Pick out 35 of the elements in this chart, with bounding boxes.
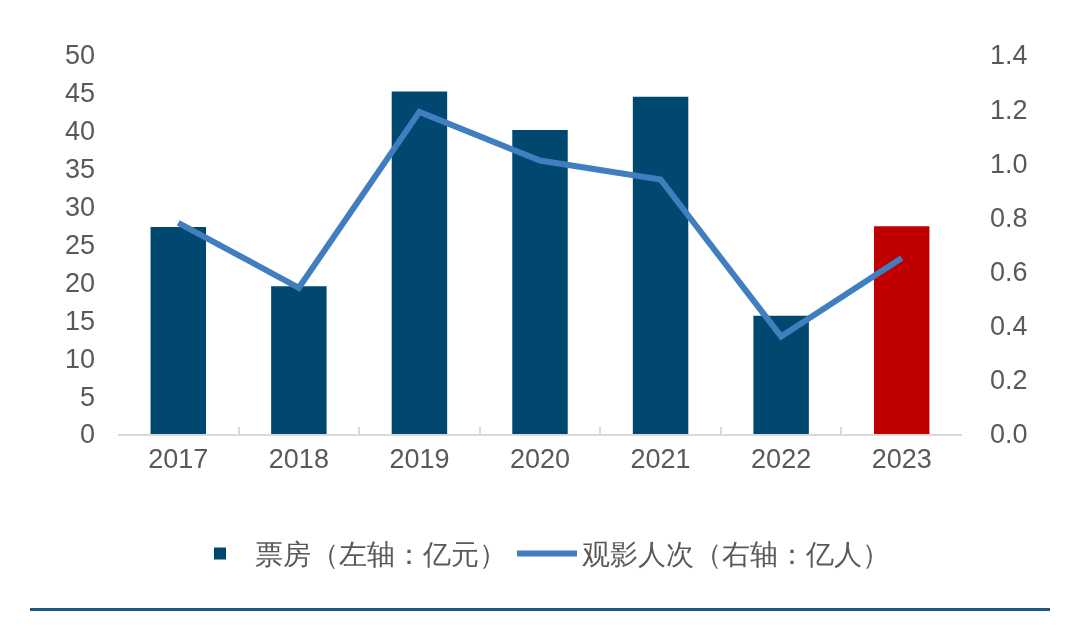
x-tick-label: 2022 <box>751 444 812 475</box>
y-tick-label: 5 <box>79 381 95 412</box>
legend-label: 票房（左轴：亿元） <box>255 539 507 571</box>
y-tick-label: 35 <box>64 154 95 185</box>
y2-tick-label: 1.2 <box>990 94 1028 125</box>
y-tick-label: 45 <box>64 78 95 109</box>
legend-label: 观影人次（右轴：亿人） <box>582 539 890 571</box>
y2-tick-label: 0.4 <box>990 311 1028 342</box>
bar <box>271 286 327 434</box>
bar <box>391 91 448 434</box>
y2-tick-label: 0.8 <box>990 202 1028 233</box>
x-tick-label: 2017 <box>148 444 209 475</box>
y-tick-label: 25 <box>64 229 95 260</box>
y-tick-label: 40 <box>64 116 95 147</box>
x-tick-label: 2020 <box>509 444 571 475</box>
y2-tick-label: 0.2 <box>990 365 1028 396</box>
y2-tick-label: 1.4 <box>990 40 1028 71</box>
y2-tick-label: 1.0 <box>990 148 1028 179</box>
y2-tick-label: 0.0 <box>990 419 1028 450</box>
bar <box>150 227 207 434</box>
bar <box>873 226 930 434</box>
bar <box>753 315 809 434</box>
y-tick-label: 20 <box>64 267 95 298</box>
x-tick-label: 2021 <box>630 444 691 475</box>
y-tick-label: 50 <box>64 40 95 71</box>
y2-tick-label: 0.6 <box>990 257 1028 288</box>
y-tick-label: 0 <box>79 419 95 450</box>
bar <box>512 130 568 434</box>
y-tick-label: 10 <box>64 343 95 374</box>
bar <box>632 96 689 434</box>
y-tick-label: 15 <box>64 305 95 336</box>
x-tick-label: 2019 <box>389 444 450 475</box>
x-tick-label: 2023 <box>871 444 932 475</box>
y-tick-label: 30 <box>64 192 95 223</box>
x-tick-label: 2018 <box>268 444 329 475</box>
